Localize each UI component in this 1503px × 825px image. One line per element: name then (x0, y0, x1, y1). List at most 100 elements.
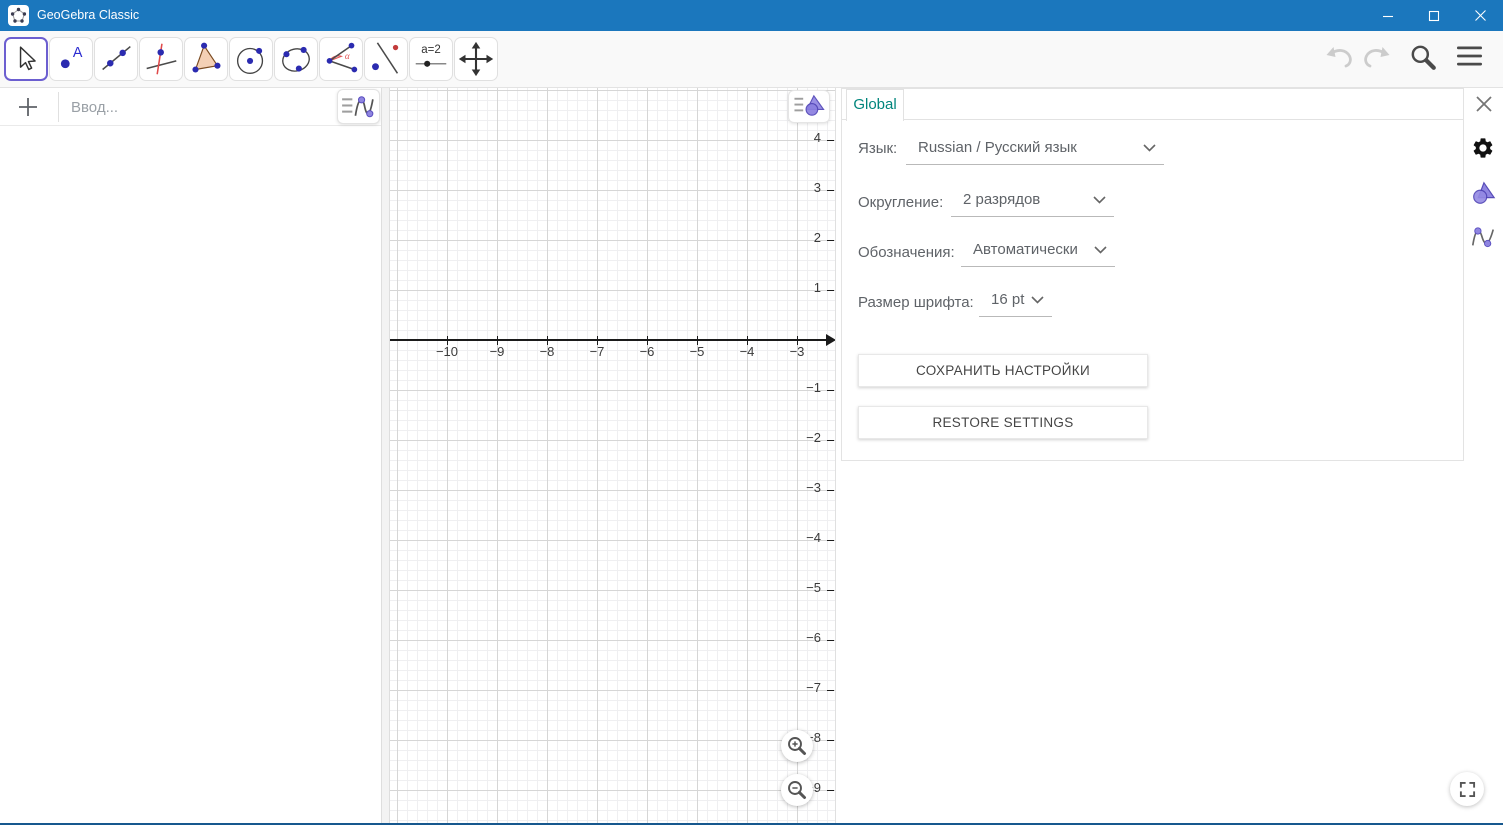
y-tick-label: −4 (806, 530, 821, 545)
x-tick-label: −8 (539, 344, 555, 359)
global-settings-tab-button[interactable] (1471, 136, 1495, 160)
maximize-button[interactable] (1411, 0, 1457, 31)
restore-settings-button[interactable]: RESTORE SETTINGS (858, 406, 1148, 439)
labeling-value: Автоматически (973, 241, 1078, 258)
fullscreen-button[interactable] (1450, 772, 1484, 806)
x-tick-mark (547, 336, 548, 345)
plus-icon (19, 98, 37, 116)
y-tick-mark (827, 390, 834, 391)
language-label: Язык: (858, 140, 898, 157)
chevron-down-icon (1143, 144, 1156, 152)
font-size-value: 16 pt (991, 291, 1025, 308)
graphics-view-icon (1473, 181, 1496, 204)
y-tick-mark (827, 140, 834, 141)
geogebra-logo (8, 5, 29, 26)
menu-button[interactable] (1456, 45, 1483, 73)
rounding-label: Округление: (858, 194, 944, 211)
move-graphics-icon (458, 41, 494, 77)
labeling-select[interactable]: Автоматически (961, 234, 1115, 267)
labeling-label: Обозначения: (858, 244, 955, 261)
zoom-out-button[interactable] (781, 774, 813, 806)
x-axis-arrow (826, 334, 835, 346)
zoom-in-button[interactable] (781, 730, 813, 762)
graphics-style-button[interactable] (788, 90, 830, 123)
language-value: Russian / Русский язык (918, 139, 1077, 156)
slider-icon (415, 60, 447, 67)
zoom-in-icon (788, 737, 806, 755)
tool-angle[interactable]: α (319, 37, 363, 81)
x-tick-mark (597, 336, 598, 345)
y-tick-mark (827, 640, 834, 641)
add-expression-button[interactable] (15, 94, 43, 122)
y-tick-mark (827, 790, 834, 791)
tool-point[interactable]: A (49, 37, 93, 81)
language-select[interactable]: Russian / Русский язык (906, 132, 1164, 165)
minimize-button[interactable] (1365, 0, 1411, 31)
tool-perpendicular-line[interactable] (139, 37, 183, 81)
perpendicular-line-icon (146, 43, 177, 75)
save-settings-button[interactable]: СОХРАНИТЬ НАСТРОЙКИ (858, 354, 1148, 387)
redo-button[interactable] (1360, 44, 1392, 75)
conic-icon (282, 46, 310, 72)
rounding-select[interactable]: 2 разрядов (951, 184, 1114, 217)
x-tick-mark (447, 336, 448, 345)
algebra-settings-tab-button[interactable] (1470, 224, 1496, 250)
undo-icon (1326, 47, 1352, 68)
y-tick-label: −3 (806, 480, 821, 495)
tool-conic[interactable] (274, 37, 318, 81)
titlebar: GeoGebra Classic (0, 0, 1503, 31)
polygon-icon (192, 42, 221, 73)
font-size-select[interactable]: 16 pt (979, 284, 1052, 317)
toolbar: A (0, 31, 1503, 88)
algebra-input-row (0, 88, 381, 126)
y-tick-mark (827, 190, 834, 191)
tool-polygon[interactable] (184, 37, 228, 81)
search-button[interactable] (1408, 42, 1438, 77)
line-icon (102, 46, 131, 71)
reflect-icon (372, 42, 399, 74)
tool-move-pointer[interactable] (4, 37, 48, 81)
tool-move-graphics[interactable] (454, 37, 498, 81)
y-tick-mark (827, 240, 834, 241)
x-tick-label: −9 (489, 344, 505, 359)
graphics-settings-tab-button[interactable] (1470, 180, 1496, 206)
tool-slider[interactable]: a=2 (409, 37, 453, 81)
y-tick-mark (827, 690, 834, 691)
algebra-style-icon (342, 96, 374, 118)
y-tick-label: 3 (813, 180, 821, 195)
x-tick-label: −5 (689, 344, 705, 359)
tab-global[interactable]: Global (846, 89, 904, 121)
redo-icon (1364, 47, 1390, 68)
rounding-value: 2 разрядов (963, 191, 1041, 208)
graphics-style-icon (794, 94, 825, 116)
window-title: GeoGebra Classic (37, 8, 140, 22)
circle-icon (236, 47, 264, 74)
view-splitter[interactable] (381, 88, 390, 823)
y-tick-label: −7 (806, 680, 821, 695)
y-tick-label: −1 (806, 380, 821, 395)
undo-button[interactable] (1324, 44, 1356, 75)
minimize-icon (1383, 15, 1393, 17)
font-size-label: Размер шрифта: (858, 294, 974, 311)
close-window-button[interactable] (1457, 0, 1503, 31)
tool-circle[interactable] (229, 37, 273, 81)
x-tick-label: −10 (435, 344, 459, 359)
chevron-down-icon (1094, 246, 1107, 254)
svg-text:α: α (345, 51, 350, 61)
tool-reflect[interactable] (364, 37, 408, 81)
y-tick-label: −5 (806, 580, 821, 595)
close-settings-button[interactable] (1474, 94, 1494, 114)
y-tick-mark (827, 590, 834, 591)
algebra-style-button[interactable] (337, 89, 380, 124)
algebra-input[interactable] (58, 92, 328, 122)
x-axis (390, 339, 828, 341)
x-tick-label: −6 (639, 344, 655, 359)
menu-icon (1457, 46, 1482, 66)
close-icon (1474, 10, 1486, 21)
graphics-view[interactable]: −10 −9 −8 −7 −6 −5 −4 −3 4 3 2 1 −1 −2 −3 −4 −5 −6 −7 −8 −9 (390, 88, 836, 823)
y-tick-label: −6 (806, 630, 821, 645)
y-tick-mark (827, 740, 834, 741)
tool-line[interactable] (94, 37, 138, 81)
x-tick-mark (747, 336, 748, 345)
